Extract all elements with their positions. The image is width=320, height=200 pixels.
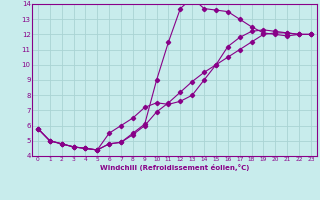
X-axis label: Windchill (Refroidissement éolien,°C): Windchill (Refroidissement éolien,°C) — [100, 164, 249, 171]
